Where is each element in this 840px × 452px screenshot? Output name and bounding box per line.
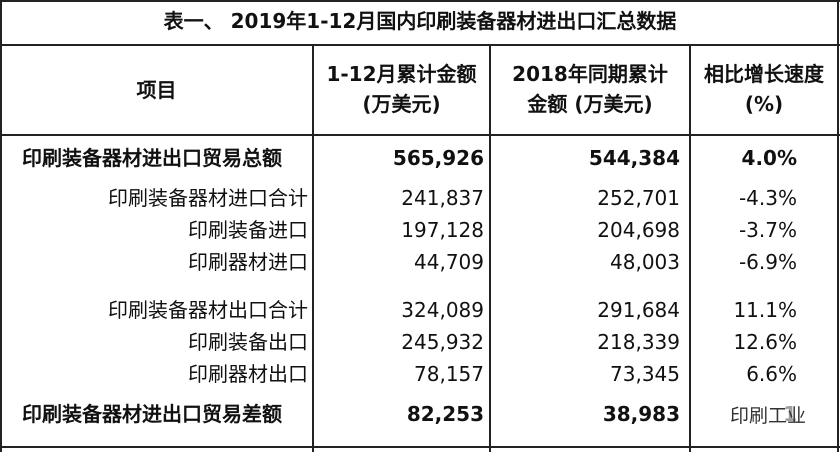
cell: 44,709 xyxy=(414,250,484,274)
row-label: 印刷装备出口 xyxy=(188,330,308,354)
cell: 73,345 xyxy=(610,362,680,386)
row-label: 印刷装备器材进出口贸易总额 xyxy=(22,146,282,170)
rule xyxy=(0,44,840,46)
cell: 82,253 xyxy=(406,402,484,426)
cell: 324,089 xyxy=(401,298,484,322)
cell: 6.6% xyxy=(746,362,797,386)
row-label: 印刷器材出口 xyxy=(188,362,308,386)
header-cell: 项目 xyxy=(136,78,177,102)
row-label: 印刷装备器材进出口贸易差额 xyxy=(22,402,282,426)
cell: 12.6% xyxy=(733,330,797,354)
header-cell: (%) xyxy=(744,92,784,116)
rule xyxy=(837,0,839,452)
cell: 197,128 xyxy=(401,218,484,242)
cell: 48,003 xyxy=(610,250,680,274)
cell: 204,698 xyxy=(597,218,680,242)
cell: -3.7% xyxy=(738,218,797,242)
rule xyxy=(312,44,314,452)
row-label: 印刷装备器材进口合计 xyxy=(108,186,308,210)
row-label: 印刷装备器材出口合计 xyxy=(108,298,308,322)
cell: 252,701 xyxy=(597,186,680,210)
rule xyxy=(0,134,840,136)
row-label: 印刷装备进口 xyxy=(188,218,308,242)
watermark: 印刷工业 xyxy=(700,404,807,428)
rule xyxy=(0,0,2,452)
cell: 241,837 xyxy=(401,186,484,210)
rule xyxy=(0,0,840,2)
header-cell: 2018年同期累计 xyxy=(512,62,668,86)
cell: 565,926 xyxy=(392,146,484,170)
rule xyxy=(489,44,491,452)
cell: 291,684 xyxy=(597,298,680,322)
cell: 245,932 xyxy=(401,330,484,354)
header-cell: 1-12月累计金额 xyxy=(326,62,477,86)
table-title: 表一、 2019年1-12月国内印刷装备器材进出口汇总数据 xyxy=(163,9,677,33)
cell: 78,157 xyxy=(414,362,484,386)
row-label: 印刷器材进口 xyxy=(188,250,308,274)
rule xyxy=(689,44,691,452)
cell: -6.9% xyxy=(738,250,797,274)
header-cell: (万美元) xyxy=(362,92,441,116)
cell: 544,384 xyxy=(588,146,680,170)
header-cell: 相比增长速度 xyxy=(704,62,824,86)
cell: 38,983 xyxy=(602,402,680,426)
header-cell: 金额 (万美元) xyxy=(527,92,653,116)
cell: 11.1% xyxy=(733,298,797,322)
cell: -4.3% xyxy=(738,186,797,210)
rule xyxy=(0,446,840,448)
cell: 4.0% xyxy=(741,146,797,170)
cell: 218,339 xyxy=(597,330,680,354)
